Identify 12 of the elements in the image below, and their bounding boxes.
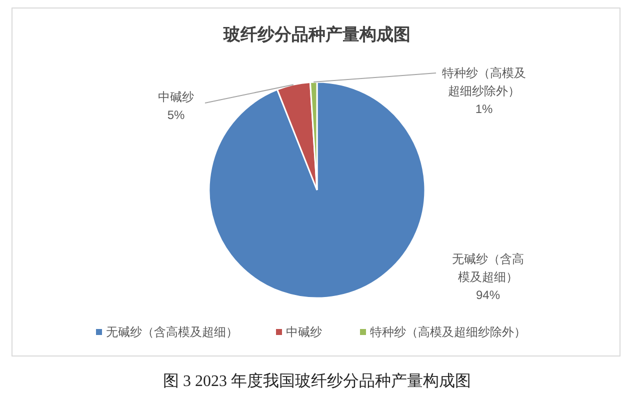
data-label: 5% xyxy=(166,107,186,124)
data-label: 94% xyxy=(474,287,502,304)
data-label: 1% xyxy=(474,101,494,118)
legend-label: 无碱纱（含高模及超细） xyxy=(106,325,238,339)
slice-label: 特种纱（高模及超细纱除外） xyxy=(441,65,527,100)
slice-label: 无碱纱（含高模及超细） xyxy=(451,251,525,286)
legend-label: 中碱纱 xyxy=(286,325,322,339)
legend-label: 特种纱（高模及超细纱除外） xyxy=(370,325,526,339)
pie-slice xyxy=(208,81,426,299)
chart-title: 玻纤纱分品种产量构成图 xyxy=(222,25,410,44)
slice-label: 中碱纱 xyxy=(157,89,195,106)
caption: 图 3 2023 年度我国玻纤纱分品种产量构成图 xyxy=(163,372,471,390)
